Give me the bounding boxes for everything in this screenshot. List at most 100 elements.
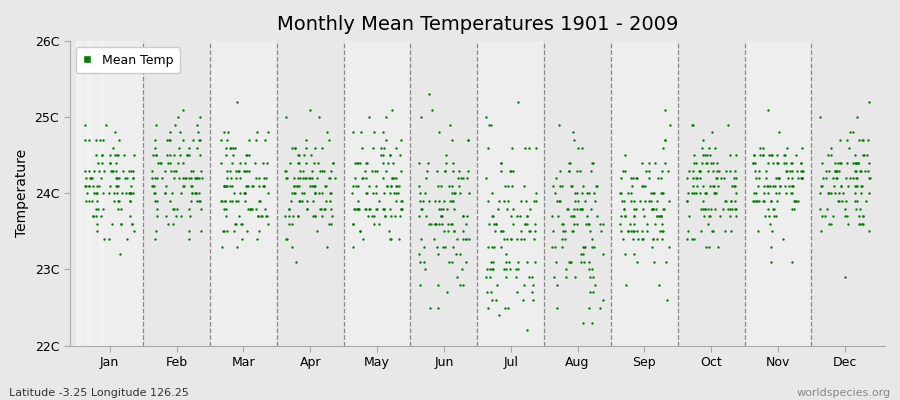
Point: [639, 167, 653, 174]
Point: [527, 198, 542, 204]
Point: [635, 236, 650, 242]
Point: [121, 236, 135, 242]
Point: [654, 175, 669, 181]
Point: [92, 167, 106, 174]
Point: [708, 205, 723, 212]
Point: [634, 182, 649, 189]
Point: [756, 152, 770, 158]
Point: [286, 182, 301, 189]
Point: [222, 167, 237, 174]
Point: [215, 198, 230, 204]
Bar: [344, 41, 410, 346]
Point: [645, 236, 660, 242]
Point: [214, 198, 229, 204]
Point: [701, 220, 716, 227]
Point: [111, 198, 125, 204]
Point: [850, 175, 864, 181]
Point: [258, 175, 273, 181]
Point: [508, 274, 523, 280]
Point: [279, 175, 293, 181]
Point: [764, 152, 778, 158]
Point: [299, 144, 313, 151]
Point: [312, 167, 327, 174]
Point: [580, 190, 594, 196]
Point: [752, 152, 767, 158]
Point: [185, 190, 200, 196]
Point: [96, 236, 111, 242]
Point: [350, 205, 365, 212]
Point: [217, 182, 231, 189]
Point: [856, 220, 870, 227]
Point: [184, 175, 198, 181]
Point: [194, 167, 209, 174]
Point: [315, 144, 329, 151]
Point: [836, 190, 850, 196]
Point: [851, 160, 866, 166]
Point: [692, 167, 706, 174]
Point: [347, 175, 362, 181]
Point: [88, 137, 103, 143]
Point: [320, 182, 334, 189]
Point: [145, 167, 159, 174]
Point: [787, 205, 801, 212]
Point: [841, 182, 855, 189]
Point: [225, 152, 239, 158]
Point: [729, 152, 743, 158]
Point: [649, 205, 663, 212]
Point: [653, 213, 668, 219]
Point: [686, 122, 700, 128]
Point: [861, 190, 876, 196]
Point: [171, 160, 185, 166]
Point: [759, 175, 773, 181]
Point: [660, 297, 674, 303]
Point: [442, 259, 456, 265]
Point: [749, 175, 763, 181]
Point: [167, 152, 182, 158]
Point: [556, 228, 571, 235]
Point: [518, 220, 532, 227]
Point: [122, 190, 137, 196]
Point: [180, 152, 194, 158]
Point: [297, 175, 311, 181]
Point: [777, 152, 791, 158]
Point: [582, 266, 597, 273]
Point: [749, 198, 763, 204]
Point: [727, 182, 742, 189]
Point: [354, 129, 368, 136]
Point: [223, 198, 238, 204]
Point: [814, 213, 829, 219]
Point: [387, 190, 401, 196]
Point: [554, 182, 569, 189]
Point: [308, 190, 322, 196]
Point: [764, 198, 778, 204]
Point: [361, 213, 375, 219]
Point: [590, 213, 605, 219]
Point: [421, 160, 436, 166]
Point: [788, 198, 802, 204]
Point: [856, 152, 870, 158]
Point: [355, 175, 369, 181]
Point: [174, 190, 188, 196]
Point: [710, 175, 724, 181]
Point: [245, 182, 259, 189]
Point: [484, 289, 499, 296]
Point: [656, 190, 670, 196]
Point: [436, 244, 450, 250]
Point: [350, 160, 365, 166]
Point: [260, 213, 274, 219]
Point: [760, 106, 775, 113]
Point: [280, 236, 294, 242]
Bar: [71, 41, 76, 346]
Point: [616, 236, 630, 242]
Point: [703, 152, 717, 158]
Point: [95, 137, 110, 143]
Y-axis label: Temperature: Temperature: [15, 149, 29, 238]
Point: [617, 213, 632, 219]
Point: [549, 175, 563, 181]
Point: [628, 205, 643, 212]
Point: [680, 236, 694, 242]
Point: [848, 182, 862, 189]
Point: [727, 205, 742, 212]
Bar: [744, 41, 812, 346]
Point: [583, 289, 598, 296]
